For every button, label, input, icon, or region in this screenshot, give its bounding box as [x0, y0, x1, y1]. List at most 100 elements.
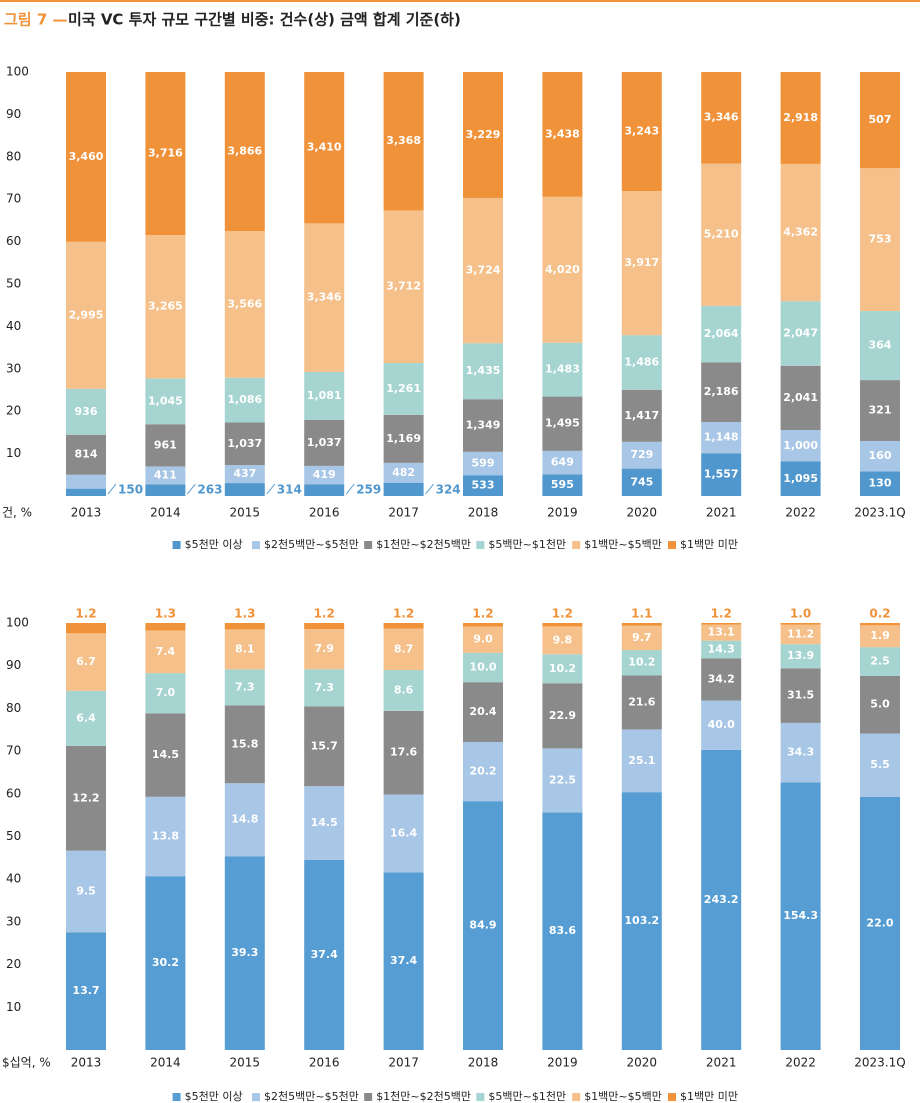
bar-segment: [304, 623, 345, 630]
data-label: 4,362: [783, 226, 818, 239]
bar-segment: [860, 380, 900, 441]
data-label: 40.0: [708, 718, 735, 731]
data-label: 103.2: [624, 914, 659, 927]
data-label: 8.1: [235, 642, 255, 655]
legend-swatch: [252, 541, 260, 549]
x-tick-label: 2014: [150, 1056, 181, 1070]
data-label: 4,020: [545, 263, 580, 276]
data-label: 1,557: [704, 468, 739, 481]
legend-label: $5백만~$1천만: [488, 1089, 566, 1103]
data-label: 14.5: [311, 816, 338, 829]
data-label: 1,495: [545, 417, 580, 430]
bar-segment: [383, 414, 424, 463]
data-label: 1.2: [75, 607, 96, 621]
legend-label: $1백만 미만: [680, 538, 738, 551]
data-label: 1,081: [307, 389, 342, 402]
bar-segment: [701, 658, 742, 701]
data-label: 154.3: [783, 909, 818, 922]
bar-segment: [463, 197, 503, 344]
bar-segment: [145, 713, 186, 797]
legend-swatch: [364, 541, 373, 549]
legend-label: $1천만~$2천5백만: [376, 537, 471, 551]
data-label: 1.1: [631, 607, 652, 621]
data-label: 9.0: [473, 633, 493, 646]
data-label: 7.0: [156, 686, 176, 699]
bar-segment: [224, 856, 265, 1050]
data-label: 7.3: [314, 681, 334, 694]
data-label: 9.5: [76, 884, 96, 897]
bar-segment: [66, 388, 106, 435]
data-label: 1.2: [711, 607, 732, 621]
data-label: 1.3: [234, 607, 255, 621]
bar-segment: [701, 72, 742, 164]
data-label: 1,086: [227, 393, 262, 406]
data-label: 1.2: [552, 607, 573, 621]
bar-segment: [304, 629, 345, 670]
data-label: 599: [472, 457, 495, 470]
bar-segment: [463, 623, 503, 627]
data-label: 3,346: [704, 111, 739, 124]
bar-segment: [66, 850, 106, 933]
bar-segment: [66, 474, 106, 489]
bar-segment: [701, 624, 742, 641]
x-tick-label: 2021: [706, 1056, 737, 1070]
bar-segment: [621, 675, 662, 730]
data-label: 7.4: [156, 645, 176, 658]
y-tick-label: 70: [6, 192, 21, 206]
bar-segment: [224, 465, 265, 484]
bar-segment: [542, 812, 583, 1050]
data-label: 649: [551, 456, 574, 469]
y-tick-label: 100: [6, 616, 29, 630]
bar-segment: [860, 733, 900, 797]
data-label: 13.8: [152, 830, 179, 843]
data-label: 21.6: [628, 695, 655, 708]
bar-segment: [224, 783, 265, 857]
data-label: 12.2: [72, 791, 99, 804]
bar-segment: [304, 371, 345, 420]
bar-segment: [383, 72, 424, 211]
bar-segment: [66, 241, 106, 389]
data-label: 1,486: [624, 355, 659, 368]
legend-label: $1백만~$5백만: [584, 538, 662, 551]
bar-segment: [860, 311, 900, 381]
bar-segment: [701, 623, 742, 625]
legend-swatch: [476, 1093, 485, 1101]
bar-segment: [145, 630, 186, 674]
data-label: 34.2: [708, 672, 735, 685]
data-label: 15.7: [311, 739, 338, 752]
bar-segment: [780, 623, 821, 625]
data-label: 364: [869, 339, 892, 352]
y-tick-label: 50: [6, 277, 21, 291]
data-label: 37.4: [311, 948, 338, 961]
legend-label: $5천만 이상: [185, 537, 243, 551]
data-label: 130: [869, 477, 892, 490]
data-label: 2,047: [783, 327, 818, 340]
bar-segment: [383, 670, 424, 711]
data-label: 25.1: [628, 754, 655, 767]
bar-segment: [66, 690, 106, 746]
data-label: 1,483: [545, 363, 580, 376]
bar-segment: [66, 745, 106, 851]
bar-segment: [780, 430, 821, 462]
y-tick-label: 10: [6, 1000, 21, 1014]
x-tick-label: 2015: [230, 506, 261, 520]
bar-segment: [860, 623, 900, 626]
bar-segment: [542, 450, 583, 475]
bar-segment: [383, 462, 424, 483]
legend-swatch: [668, 1093, 676, 1101]
legend-label: $1백만 미만: [680, 1090, 738, 1103]
bar-segment: [383, 623, 424, 629]
x-tick-label: 2017: [388, 1056, 419, 1070]
bar-segment: [66, 623, 106, 634]
bar-segment: [224, 231, 265, 378]
bar-segment: [780, 624, 821, 645]
data-label: 3,716: [148, 147, 183, 160]
data-label: 437: [233, 467, 256, 480]
bar-segment: [621, 623, 662, 626]
bar-segment: [542, 72, 583, 197]
bar-segment: [224, 629, 265, 670]
data-label: 1.9: [870, 629, 890, 642]
legend-label: $2천5백만~$5천만: [264, 537, 359, 551]
legend-swatch: [172, 541, 181, 549]
bar-segment: [860, 625, 900, 648]
